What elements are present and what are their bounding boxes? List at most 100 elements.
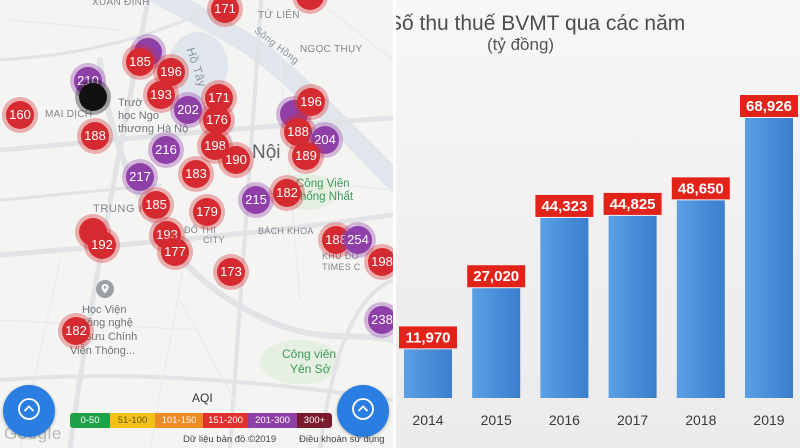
map-roads (0, 0, 393, 448)
chevron-up-icon (351, 397, 375, 426)
place-label-ngoc-thuy: NGỌC THỤY (300, 44, 363, 55)
place-label-ha-noi: Nội (252, 142, 281, 163)
value-label-box (603, 192, 662, 215)
x-tick-label: 2019 (753, 412, 784, 428)
bar-2016 (540, 217, 589, 398)
chart-title: Số thu thuế BVMT qua các năm (396, 12, 686, 35)
scroll-up-button-right[interactable] (337, 385, 389, 437)
aqi-map[interactable]: XUÂN ĐỈNH TỨ LIÊN Sông Hồng NGỌC THỤY Hồ… (0, 0, 393, 448)
aqi-legend-segment: 51-100 (110, 413, 155, 428)
bars-layer: 11,970 2014 27,020 2015 44,323 2016 44,825 2017… (399, 95, 798, 428)
bar-chart-canvas: 11,970 2014 27,020 2015 44,323 2016 44,825 2017… (399, 95, 798, 428)
aqi-marker[interactable]: 189 (292, 142, 320, 170)
aqi-marker[interactable]: 185 (126, 48, 154, 76)
aqi-marker[interactable]: 188 (81, 122, 109, 150)
x-tick-label: 2016 (549, 412, 580, 428)
value-label-2018: 48,650 (671, 177, 730, 200)
aqi-marker[interactable]: 182 (62, 317, 90, 345)
value-label-box (535, 194, 594, 217)
value-label-text: 68,926 (746, 98, 792, 115)
place-label-academy-3: Bưu Chính (84, 331, 138, 343)
bar-2018 (676, 200, 725, 398)
aqi-marker-hidden[interactable] (79, 83, 107, 111)
bar-2017 (608, 215, 657, 398)
chart-subtitle: (tỷ đồng) (487, 35, 555, 54)
aqi-legend-title: AQI (192, 391, 213, 405)
bar-2019 (745, 118, 793, 398)
place-label-academy-1: Học Viện (82, 304, 127, 316)
aqi-legend-segment: 151-200 (203, 413, 248, 428)
aqi-marker[interactable]: 202 (174, 96, 202, 124)
chevron-up-icon (17, 397, 41, 426)
x-tick-label: 2018 (685, 412, 716, 428)
tax-revenue-chart: 11,970 2014 27,020 2015 44,323 2016 44,825 2017… (396, 0, 800, 448)
aqi-marker[interactable]: 217 (126, 163, 154, 191)
value-label-box (467, 265, 526, 288)
aqi-marker[interactable]: 216 (152, 136, 180, 164)
place-label-academy-4: Viễn Thông... (70, 345, 136, 357)
place-label-do-thi: ĐÔ THỊ (184, 225, 217, 235)
place-label-city: CITY (203, 235, 225, 245)
place-label-park-yen-so-2: Yên Sở (290, 362, 331, 376)
place-label-xuan-dinh: XUÂN ĐỈNH (92, 0, 150, 8)
place-label-park-thong-nhat-2: hống Nhất (300, 191, 354, 203)
aqi-marker[interactable]: 173 (217, 258, 245, 286)
place-label-bach-khoa: BÁCH KHOA (258, 226, 314, 236)
value-label-text: 48,650 (678, 180, 724, 197)
place-label-tu-lien: TỨ LIÊN (258, 10, 300, 21)
value-label-text: 44,825 (610, 196, 656, 213)
aqi-marker[interactable]: 177 (161, 238, 189, 266)
value-label-box (740, 95, 798, 117)
value-label-text: 11,970 (405, 329, 450, 346)
value-label-box (399, 326, 457, 349)
value-label-2016: 44,323 (535, 194, 594, 217)
aqi-marker[interactable]: 176 (203, 106, 231, 134)
aqi-marker[interactable]: 190 (222, 146, 250, 174)
aqi-marker[interactable]: 198 (368, 248, 393, 276)
aqi-marker[interactable]: 192 (88, 231, 116, 259)
place-label-university-3: thương Hà Nộ (118, 123, 189, 135)
aqi-marker[interactable]: 179 (193, 198, 221, 226)
map-data-attribution: Dữ liệu bản đồ ©2019 (183, 434, 277, 445)
aqi-marker-layer: 171 185 196 210 193 160 202 171 176 196 188 188 204 2… (0, 0, 393, 448)
aqi-marker[interactable]: 254 (344, 226, 372, 254)
value-label-2019: 68,926 (740, 95, 798, 117)
aqi-marker[interactable]: 160 (6, 101, 34, 129)
place-label-academy-2: Công nghệ (79, 317, 133, 329)
value-label-text: 44,323 (541, 198, 587, 215)
aqi-marker[interactable]: 193 (147, 81, 175, 109)
bar-2015 (472, 288, 521, 398)
aqi-marker[interactable]: 238 (368, 306, 393, 334)
aqi-marker[interactable]: 171 (211, 0, 239, 23)
place-label-khu-do: KHU ĐÔ (322, 251, 359, 261)
place-label-trung-hoa: TRUNG HÒA (93, 203, 165, 215)
place-label-university-1: Trườ (118, 97, 143, 109)
value-label-box (671, 177, 730, 200)
place-label-mai-dich: MAI DỊCH (45, 109, 93, 120)
aqi-marker-hidden[interactable] (296, 0, 324, 10)
scroll-up-button-left[interactable] (3, 385, 55, 437)
aqi-marker[interactable]: 196 (297, 88, 325, 116)
bar-2014 (404, 349, 452, 398)
aqi-marker[interactable]: 215 (242, 186, 270, 214)
x-tick-label: 2014 (412, 412, 443, 428)
place-label-university-2: học Ngo (118, 110, 159, 122)
place-label-park-thong-nhat-1: Công Viên (296, 178, 350, 190)
aqi-marker[interactable]: 183 (182, 160, 210, 188)
aqi-legend-segment: 101-150 (155, 413, 203, 428)
aqi-legend-segment: 0-50 (70, 413, 110, 428)
x-tick-label: 2015 (481, 412, 512, 428)
pin-icon[interactable] (96, 280, 114, 298)
aqi-marker[interactable]: 185 (142, 191, 170, 219)
value-label-2014: 11,970 (399, 326, 457, 349)
terms-of-use-link[interactable]: Điều khoản sử dụng (299, 434, 385, 445)
aqi-marker[interactable]: 188 (284, 118, 312, 146)
x-tick-label: 2017 (617, 412, 648, 428)
place-label-park-yen-so-1: Công viên (282, 347, 337, 361)
aqi-legend-segment: 300+ (297, 413, 332, 428)
value-label-2015: 27,020 (467, 265, 526, 288)
aqi-legend-segment: 201-300 (248, 413, 297, 428)
aqi-legend: 0-50 51-100 101-150 151-200 201-300 300+ (70, 413, 332, 428)
aqi-marker[interactable]: 182 (273, 179, 301, 207)
